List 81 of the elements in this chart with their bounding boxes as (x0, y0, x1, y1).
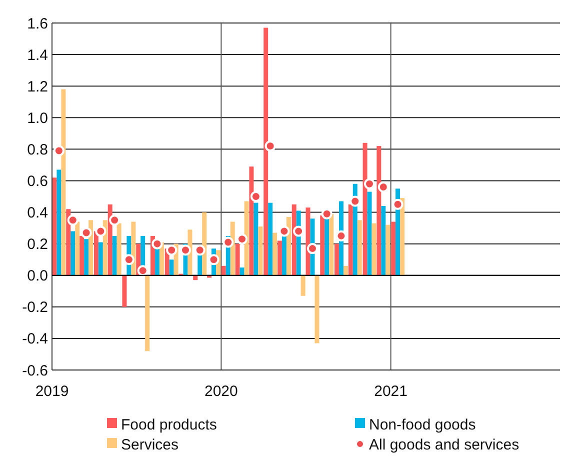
x-tick-label: 2019 (35, 383, 69, 400)
bar (249, 166, 254, 276)
bar (116, 223, 122, 276)
point (152, 238, 163, 250)
bar (376, 146, 382, 276)
bar (102, 220, 108, 276)
bar (272, 232, 278, 276)
bar (258, 226, 263, 276)
bar (324, 218, 330, 276)
bar (334, 244, 339, 276)
y-tick-label: 0.6 (27, 172, 48, 190)
y-tick-label: 0.2 (27, 236, 48, 254)
point (264, 140, 276, 152)
bar (372, 223, 376, 276)
bar (169, 260, 174, 276)
bar (381, 206, 386, 276)
bar (268, 202, 273, 276)
bar (400, 198, 404, 276)
y-tick-label: 1.6 (27, 15, 48, 32)
y-tick-label: 0.0 (27, 268, 48, 285)
point (95, 226, 106, 237)
bar (277, 240, 282, 276)
legend-label: Food products (121, 416, 217, 434)
bar (56, 170, 62, 276)
bar (357, 220, 362, 276)
point (80, 227, 92, 238)
y-tick-label: 1.2 (27, 78, 48, 96)
bar (343, 266, 348, 276)
legend-label: Services (121, 436, 179, 454)
bar (386, 224, 390, 276)
bar (362, 142, 368, 276)
bar (122, 275, 127, 307)
legend-label: All goods and services (369, 436, 520, 454)
bar (84, 239, 89, 276)
y-tick-label: -0.2 (22, 299, 48, 316)
bar (70, 231, 76, 276)
bar (230, 222, 235, 276)
bar (235, 244, 240, 276)
point (222, 236, 234, 248)
bar (244, 201, 249, 276)
bar (391, 222, 396, 276)
y-tick-label: 0.4 (27, 204, 48, 222)
point (109, 214, 120, 226)
bar (75, 222, 80, 276)
y-tick-label: -0.6 (22, 362, 48, 380)
bar (94, 231, 98, 276)
bar (112, 236, 117, 276)
bar (221, 266, 226, 276)
y-tick-label: 1.0 (27, 110, 48, 127)
bar (145, 275, 150, 352)
bar (320, 215, 325, 276)
bar (254, 202, 258, 276)
x-tick-label: 2020 (204, 383, 238, 400)
bar (329, 214, 334, 276)
y-tick-label: -0.4 (22, 330, 48, 348)
bar (154, 248, 160, 276)
bar (314, 275, 320, 344)
bar (286, 217, 291, 276)
bar (300, 275, 306, 296)
bar (202, 212, 207, 276)
y-tick-label: 0.8 (27, 141, 48, 158)
bar (88, 220, 94, 276)
y-tick-label: 1.4 (27, 46, 48, 64)
point (306, 243, 318, 254)
point (166, 244, 178, 256)
bar (240, 267, 244, 276)
point (53, 145, 64, 156)
legend-label: Non-food goods (369, 416, 476, 434)
bar (292, 204, 296, 276)
bar (108, 204, 112, 276)
point (67, 214, 78, 226)
x-tick-label: 2021 (374, 383, 408, 400)
bar (61, 89, 66, 276)
point (236, 234, 248, 245)
bar (98, 242, 103, 276)
bar (66, 209, 71, 276)
bar (264, 28, 268, 276)
bar (80, 236, 84, 276)
bar (348, 204, 353, 276)
bar (282, 236, 286, 276)
point (364, 178, 375, 190)
